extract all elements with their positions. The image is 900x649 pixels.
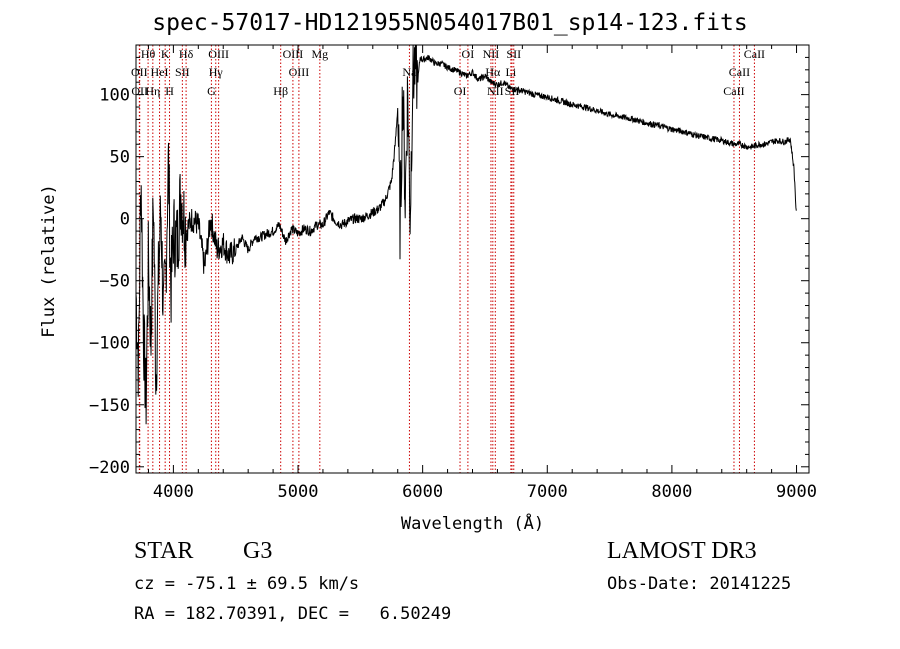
line-marker-label: Na xyxy=(402,65,417,79)
line-marker-label: OI xyxy=(454,84,467,98)
y-axis-label: Flux (relative) xyxy=(39,184,59,338)
spectrum-line xyxy=(135,44,797,425)
redshift-cz: cz = -75.1 ± 69.5 km/s xyxy=(134,574,360,594)
line-marker-label: Mg xyxy=(311,47,328,61)
line-marker-label: K xyxy=(161,47,170,61)
y-tick-label: −100 xyxy=(89,334,130,354)
y-tick-label: −150 xyxy=(89,396,130,416)
line-marker-label: SII xyxy=(505,84,520,98)
line-marker-label: OIII xyxy=(283,47,304,61)
survey-name: LAMOST DR3 xyxy=(607,538,757,564)
line-marker-label: SII xyxy=(506,47,521,61)
line-marker-label: SII xyxy=(175,65,190,79)
plot-frame xyxy=(135,44,810,474)
x-tick-label: 6000 xyxy=(402,482,443,502)
y-tick-label: −50 xyxy=(99,272,130,292)
line-marker-label: OIII xyxy=(208,47,229,61)
line-marker-label: Hδ xyxy=(179,47,194,61)
line-marker-label: Hα xyxy=(485,65,501,79)
x-axis-label: Wavelength (Å) xyxy=(401,512,544,534)
y-tick-label: 100 xyxy=(99,86,130,106)
line-marker-label: Li xyxy=(506,65,517,79)
line-marker-label: Hβ xyxy=(273,84,288,98)
line-marker-label: CaII xyxy=(729,65,750,79)
x-tick-label: 8000 xyxy=(651,482,692,502)
x-tick-label: 5000 xyxy=(278,482,319,502)
y-tick-label: 0 xyxy=(120,210,130,230)
line-marker-label: HeI xyxy=(151,65,169,79)
y-tick-label: 50 xyxy=(110,148,130,168)
ra-dec: RA = 182.70391, DEC = 6.50249 xyxy=(134,604,452,624)
axis-ticks: 4000 5000 6000 7000 8000 9000 −200 −150 −100 −50 0… xyxy=(89,45,817,502)
line-marker-label: OI xyxy=(462,47,475,61)
line-labels: HθOIIOIIKHeIHηHδSIIHOIIIHγGOIIIOIIIHβMgN… xyxy=(131,47,765,98)
line-marker-label: OII xyxy=(131,65,148,79)
line-marker-label: OIII xyxy=(289,65,310,79)
line-marker-label: NII xyxy=(487,84,504,98)
object-subclass: G3 xyxy=(243,538,273,564)
line-markers xyxy=(138,45,755,473)
series-layer xyxy=(135,44,797,425)
line-marker-label: NII xyxy=(483,47,500,61)
line-marker-label: CaII xyxy=(744,47,765,61)
line-marker-label: G xyxy=(207,84,216,98)
x-tick-label: 4000 xyxy=(153,482,194,502)
line-marker-label: Hγ xyxy=(209,65,224,79)
line-marker-label: Hθ xyxy=(141,47,156,61)
x-tick-label: 9000 xyxy=(776,482,817,502)
x-tick-label: 7000 xyxy=(527,482,568,502)
line-marker-label: Hη xyxy=(145,84,160,98)
line-marker-label: OII xyxy=(131,84,148,98)
chart-title: spec-57017-HD121955N054017B01_sp14-123.f… xyxy=(152,10,748,36)
line-marker-label: CaII xyxy=(723,84,744,98)
y-tick-label: −200 xyxy=(89,458,130,478)
line-marker-label: H xyxy=(165,84,174,98)
object-class: STAR xyxy=(134,538,194,564)
obs-date: Obs-Date: 20141225 xyxy=(607,574,792,594)
